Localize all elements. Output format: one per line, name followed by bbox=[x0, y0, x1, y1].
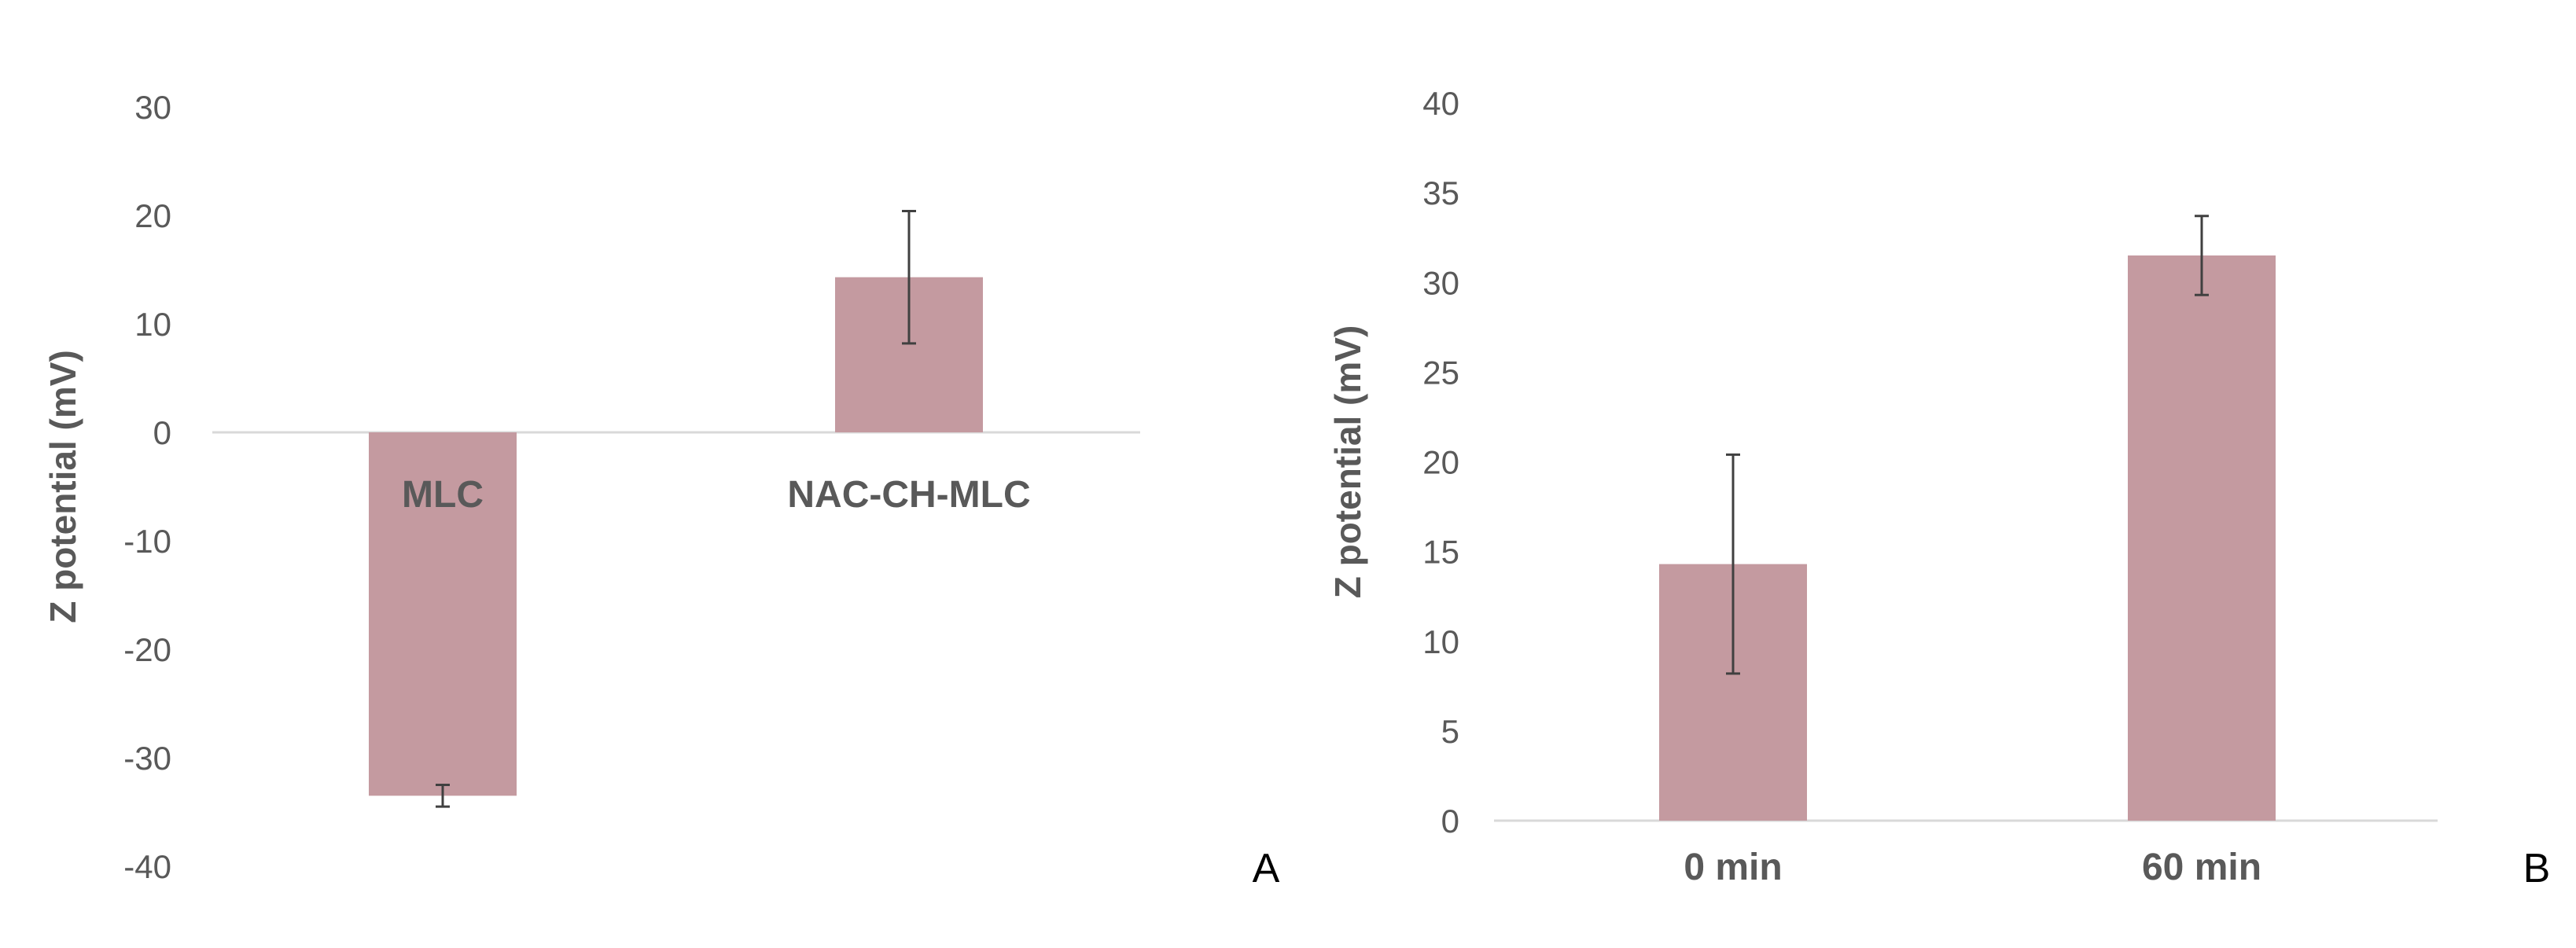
a-ytick-label: -40 bbox=[123, 848, 171, 885]
a-error-bar-1 bbox=[902, 209, 916, 345]
b-ytick-label: 5 bbox=[1441, 713, 1459, 750]
chart-b: 40 35 30 25 20 15 10 5 0 0 min 60 min Z potential (… bbox=[1327, 85, 2550, 891]
a-error-bar-0 bbox=[436, 784, 450, 808]
b-bar-1 bbox=[2128, 255, 2276, 821]
b-ytick-label: 10 bbox=[1422, 623, 1459, 660]
a-y-axis-title: Z potential (mV) bbox=[42, 350, 83, 623]
b-category-label: 60 min bbox=[2142, 847, 2261, 888]
b-ytick-label: 35 bbox=[1422, 175, 1459, 211]
a-panel-label: A bbox=[1253, 846, 1280, 891]
b-y-axis-title: Z potential (mV) bbox=[1327, 325, 1368, 599]
a-category-label: MLC bbox=[402, 474, 484, 516]
a-ytick-label: -30 bbox=[123, 740, 171, 777]
b-ytick-label: 20 bbox=[1422, 444, 1459, 481]
a-category-label: NAC-CH-MLC bbox=[787, 474, 1030, 516]
b-ytick-label: 0 bbox=[1441, 803, 1459, 840]
b-ytick-label: 15 bbox=[1422, 534, 1459, 571]
a-ytick-label: -20 bbox=[123, 631, 171, 668]
b-category-label: 0 min bbox=[1684, 847, 1782, 888]
a-ytick-label: 0 bbox=[153, 414, 171, 451]
a-bar-0 bbox=[369, 432, 517, 796]
a-ytick-label: 30 bbox=[134, 89, 171, 126]
b-error-bar-0 bbox=[1726, 453, 1740, 675]
b-ytick-label: 40 bbox=[1422, 85, 1459, 122]
b-error-bar-1 bbox=[2195, 215, 2209, 296]
chart-a: 30 20 10 0 -10 -20 -30 -40 MLC NAC-CH-MLC Z potent… bbox=[42, 89, 1280, 891]
b-ytick-label: 30 bbox=[1422, 264, 1459, 301]
b-panel-label: B bbox=[2523, 846, 2551, 891]
a-ytick-label: 20 bbox=[134, 197, 171, 234]
b-ytick-label: 25 bbox=[1422, 354, 1459, 391]
a-ytick-label: -10 bbox=[123, 523, 171, 560]
a-ytick-label: 10 bbox=[134, 306, 171, 343]
